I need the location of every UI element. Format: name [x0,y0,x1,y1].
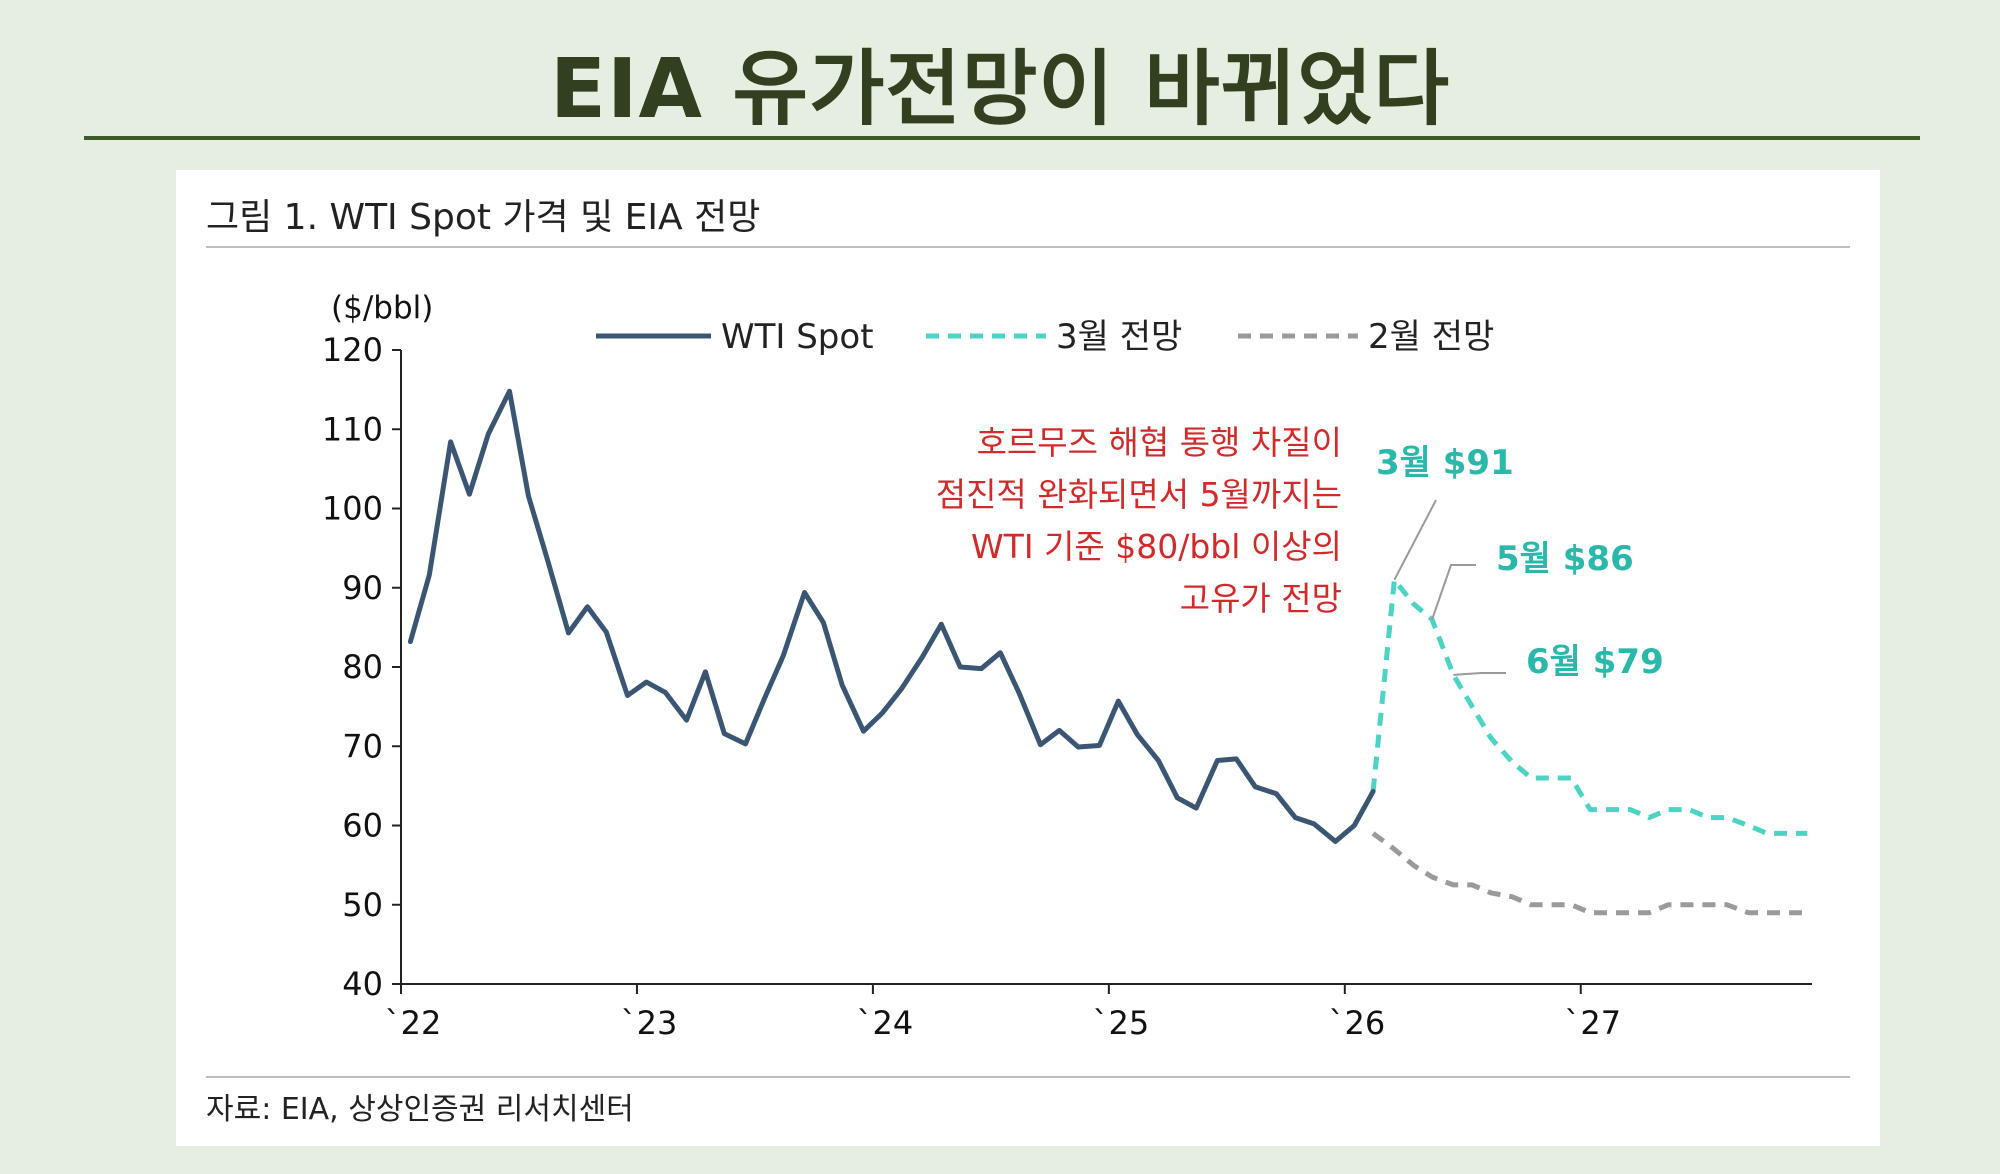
legend-item-wti-spot-label: WTI Spot [721,317,874,357]
legend: WTI Spot 3월 전망 2월 전망 [596,317,1494,357]
wti-spot-line [407,388,1376,844]
legend-item-feb-label: 2월 전망 [1368,317,1494,357]
figure-title-divider [206,246,1850,248]
y-tick-label: 60 [342,807,383,845]
series-layer [407,388,1808,916]
axes-layer: 40 50 60 70 80 90 100 110 120 ($/bbl) `22 `23 `24 `25… [322,290,1812,1042]
title-divider [84,136,1920,140]
y-tick-label: 90 [342,569,383,607]
x-tick-label: `23 [621,1004,678,1042]
y-tick-label: 110 [322,410,383,448]
x-tick-label: `25 [1093,1004,1150,1042]
annotation-text-line: 호르무즈 해협 통행 차질이 [977,423,1342,462]
y-axis-unit: ($/bbl) [331,290,433,326]
y-tick-label: 80 [342,648,383,686]
annotation-text-line: 점진적 완화되면서 5월까지는 [936,475,1342,514]
feb-forecast-line [1371,831,1808,916]
x-tick-label: `27 [1564,1004,1621,1042]
y-tick-label: 100 [322,490,383,528]
june-79-label-leader [1453,672,1506,676]
y-tick-label: 70 [342,727,383,765]
annotation-text-line: 고유가 전망 [1180,579,1342,618]
may-86-label: 5월 $86 [1496,539,1634,579]
legend-item-march-label: 3월 전망 [1056,317,1182,357]
y-tick-label: 40 [342,965,383,1003]
june-79-label: 6월 $79 [1526,642,1664,682]
figure-card: 그림 1. WTI Spot 가격 및 EIA 전망 40 50 60 70 80 90 1… [176,170,1880,1146]
y-tick-label: 50 [342,886,383,924]
source-note: 자료: EIA, 상상인증권 리서치센터 [206,1092,634,1127]
wti-forecast-chart: 40 50 60 70 80 90 100 110 120 ($/bbl) `22 `23 `24 `25… [322,290,1812,1042]
x-tick-label: `22 [385,1004,442,1042]
march-91-label: 3월 $91 [1376,443,1514,483]
x-tick-label: `24 [857,1004,914,1042]
annotation-text-line: WTI 기준 $80/bbl 이상의 [971,527,1342,566]
x-tick-label: `26 [1328,1004,1385,1042]
may-86-label-leader [1431,564,1476,620]
slide-title: EIA 유가전망이 바뀌었다 [549,42,1451,137]
source-divider [206,1076,1850,1078]
y-tick-label: 120 [322,331,383,369]
figure-title: 그림 1. WTI Spot 가격 및 EIA 전망 [206,197,761,238]
march-91-label-leader [1393,499,1437,581]
march-forecast-line [1370,577,1808,836]
